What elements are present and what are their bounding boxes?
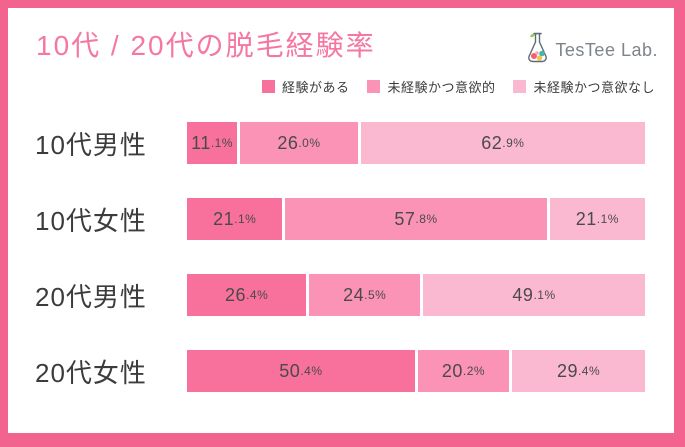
segment-value-int: 50 [279,360,301,381]
legend-swatch [513,80,527,93]
legend-item: 未経験かつ意欲的 [367,77,495,96]
segment-value-int: 62 [481,132,503,153]
legend-label: 未経験かつ意欲なし [533,80,655,95]
legend-item: 未経験かつ意欲なし [513,77,655,96]
segment-value-int: 11 [191,132,211,153]
bar-row: 10代男性 11.1% 26.0% 62.9% [35,122,645,164]
stacked-bar: 11.1% 26.0% 62.9% [187,122,645,164]
segment-value-frac: .4% [246,288,269,302]
segment-value-frac: .1% [234,212,257,226]
segment-value-frac: .5% [364,288,387,302]
stacked-bar: 26.4% 24.5% 49.1% [187,274,645,316]
segment-value-int: 21 [213,208,235,229]
segment-value-int: 49 [512,284,534,305]
segment-value-int: 24 [343,284,365,305]
bar-segment: 21.1% [549,198,645,240]
bar-row: 20代女性 50.4% 20.2% 29.4% [35,350,645,392]
bar-segment: 24.5% [309,274,421,316]
segment-value-int: 26 [277,132,299,153]
stacked-bar: 21.1% 57.8% 21.1% [187,198,645,240]
segment-value-frac: .0% [298,136,321,150]
brand-name: TesTee Lab. [555,40,658,60]
segment-value-frac: .1% [533,288,556,302]
header: 10代 / 20代の脱毛経験率 TesTee Lab. [8,8,674,69]
legend-label: 経験がある [281,80,350,95]
category-label: 10代女性 [35,205,147,236]
bar-row: 10代女性 21.1% 57.8% 21.1% [35,198,645,240]
legend-item: 経験がある [261,77,350,96]
bar-segment: 50.4% [187,350,415,392]
segment-value-frac: .4% [577,364,601,378]
segment-value-frac: .2% [462,364,486,378]
bar-chart: 10代男性 11.1% 26.0% 62.9% 10代女性 21.1% 57.8% 21.1%… [8,122,674,392]
legend-swatch [261,80,275,93]
segment-value-int: 57 [394,208,416,229]
category-label: 20代女性 [35,357,147,388]
bar-segment: 57.8% [285,198,547,240]
segment-value-int: 21 [575,208,597,229]
segment-value-frac: .9% [502,136,525,150]
bar-segment: 20.2% [417,350,510,392]
segment-value-frac: .4% [300,364,323,378]
segment-value-frac: .8% [415,212,438,226]
bar-segment: 49.1% [423,274,645,316]
bar-segment: 21.1% [187,198,283,240]
legend-swatch [367,80,381,93]
bar-row: 20代男性 26.4% 24.5% 49.1% [35,274,645,316]
segment-value-int: 26 [225,284,247,305]
segment-value-int: 20 [441,360,463,381]
legend: 経験がある 未経験かつ意欲的 未経験かつ意欲なし [8,77,674,96]
category-label: 20代男性 [35,281,147,312]
bar-segment: 29.4% [512,350,645,392]
legend-label: 未経験かつ意欲的 [387,80,496,95]
bar-segment: 26.4% [187,274,307,316]
brand-logo: TesTee Lab. [526,32,658,69]
bar-segment: 26.0% [240,122,358,164]
bar-segment: 11.1% [187,122,238,164]
category-label: 10代男性 [35,129,147,160]
flask-icon [526,32,549,69]
segment-value-frac: .1% [596,212,619,226]
segment-value-int: 29 [556,360,578,381]
chart-title: 10代 / 20代の脱毛経験率 [36,30,376,61]
bar-segment: 62.9% [360,122,645,164]
segment-value-frac: .1% [210,136,234,150]
stacked-bar: 50.4% 20.2% 29.4% [187,350,645,392]
